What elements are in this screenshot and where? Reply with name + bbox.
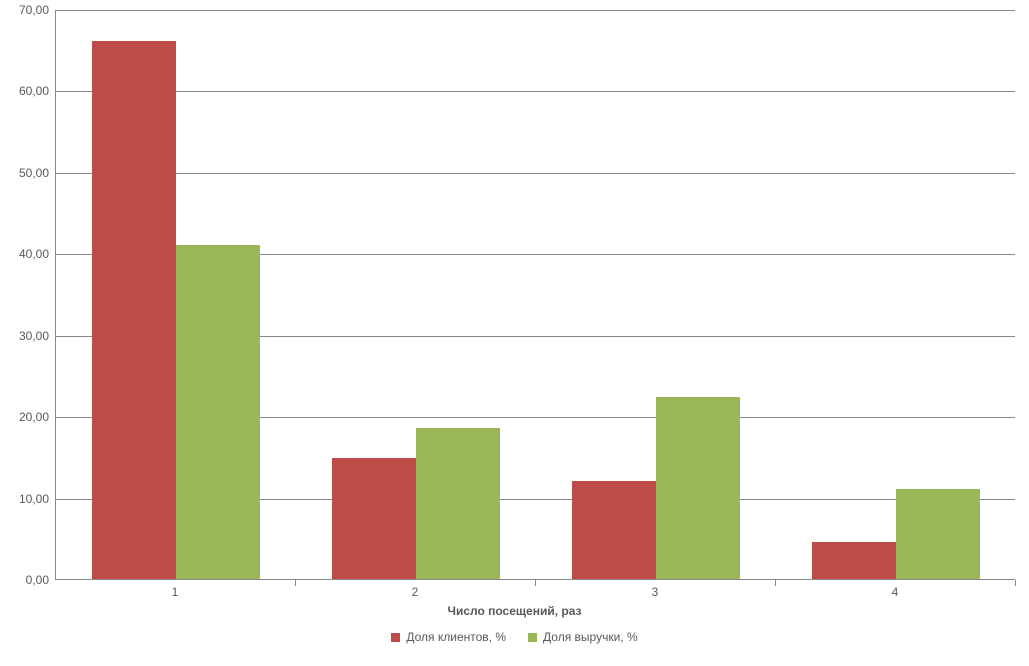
- gridline: [56, 10, 1015, 11]
- y-tick-label: 40,00: [0, 247, 49, 261]
- x-tick-mark: [1015, 580, 1016, 586]
- legend-item: Доля выручки, %: [528, 630, 638, 644]
- bar-chart: 0,0010,0020,0030,0040,0050,0060,0070,00 …: [0, 0, 1029, 666]
- bar: [656, 397, 740, 579]
- x-tick-label: 4: [892, 585, 899, 599]
- x-tick-label: 3: [652, 585, 659, 599]
- x-tick-mark: [535, 580, 536, 586]
- bar: [572, 481, 656, 579]
- y-tick-label: 60,00: [0, 84, 49, 98]
- bar: [416, 428, 500, 579]
- legend-label: Доля выручки, %: [543, 630, 638, 644]
- y-tick-label: 70,00: [0, 3, 49, 17]
- bar: [332, 458, 416, 579]
- bar: [812, 542, 896, 579]
- x-axis-title-text: Число посещений, раз: [448, 604, 582, 618]
- y-tick-label: 50,00: [0, 166, 49, 180]
- x-tick-mark: [295, 580, 296, 586]
- x-tick-label: 2: [412, 585, 419, 599]
- x-tick-mark: [775, 580, 776, 586]
- legend-item: Доля клиентов, %: [391, 630, 506, 644]
- gridline: [56, 91, 1015, 92]
- y-tick-label: 20,00: [0, 410, 49, 424]
- plot-area: [55, 10, 1015, 580]
- bar: [896, 489, 980, 579]
- bar: [92, 41, 176, 579]
- legend-label: Доля клиентов, %: [406, 630, 506, 644]
- y-tick-label: 30,00: [0, 329, 49, 343]
- y-tick-label: 0,00: [0, 573, 49, 587]
- legend-swatch: [528, 633, 537, 642]
- bar: [176, 245, 260, 579]
- gridline: [56, 173, 1015, 174]
- x-axis-title: Число посещений, раз: [0, 604, 1029, 618]
- y-tick-label: 10,00: [0, 492, 49, 506]
- x-tick-label: 1: [172, 585, 179, 599]
- legend-swatch: [391, 633, 400, 642]
- legend: Доля клиентов, % Доля выручки, %: [0, 630, 1029, 644]
